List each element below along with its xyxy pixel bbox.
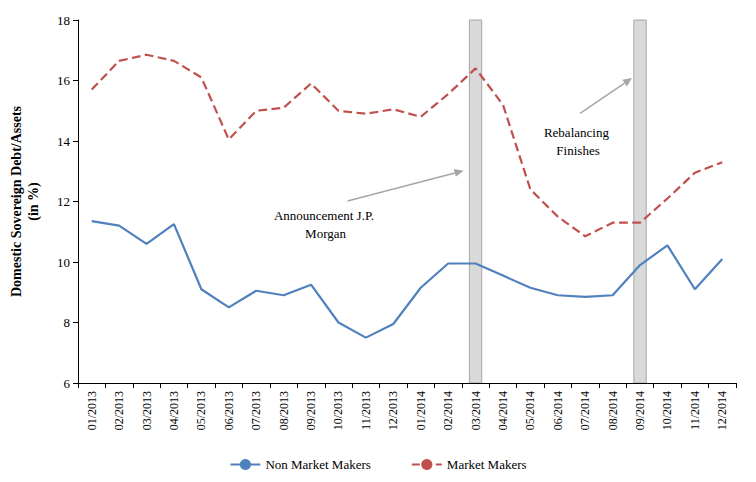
svg-text:03/2014: 03/2014 <box>469 391 483 430</box>
svg-text:8: 8 <box>64 315 71 330</box>
svg-text:Non Market Makers: Non Market Makers <box>265 457 370 472</box>
svg-text:Finishes: Finishes <box>556 143 599 158</box>
svg-text:11/2013: 11/2013 <box>359 391 373 430</box>
svg-text:04/2013: 04/2013 <box>167 391 181 430</box>
svg-text:12: 12 <box>57 194 70 209</box>
svg-text:04/2014: 04/2014 <box>496 391 510 430</box>
svg-text:10/2013: 10/2013 <box>331 391 345 430</box>
svg-text:01/2013: 01/2013 <box>85 391 99 430</box>
svg-text:02/2014: 02/2014 <box>441 391 455 430</box>
svg-text:Morgan: Morgan <box>305 226 346 241</box>
svg-text:10: 10 <box>57 255 70 270</box>
svg-text:03/2013: 03/2013 <box>140 391 154 430</box>
svg-text:14: 14 <box>57 134 71 149</box>
svg-text:02/2013: 02/2013 <box>112 391 126 430</box>
svg-text:07/2014: 07/2014 <box>578 391 592 430</box>
svg-text:Market Makers: Market Makers <box>447 457 527 472</box>
svg-text:05/2014: 05/2014 <box>523 391 537 430</box>
svg-text:07/2013: 07/2013 <box>249 391 263 430</box>
svg-text:6: 6 <box>64 376 71 391</box>
svg-text:12/2014: 12/2014 <box>715 391 729 430</box>
svg-text:06/2013: 06/2013 <box>222 391 236 430</box>
svg-text:09/2014: 09/2014 <box>633 391 647 430</box>
svg-text:18: 18 <box>57 13 70 28</box>
svg-text:12/2013: 12/2013 <box>386 391 400 430</box>
svg-text:(in %): (in %) <box>26 182 42 221</box>
svg-text:08/2013: 08/2013 <box>277 391 291 430</box>
svg-text:Announcement J.P.: Announcement J.P. <box>274 208 377 223</box>
svg-text:11/2014: 11/2014 <box>688 391 702 430</box>
svg-text:09/2013: 09/2013 <box>304 391 318 430</box>
svg-text:Domestic Sovereign Debt/Assets: Domestic Sovereign Debt/Assets <box>9 105 24 297</box>
svg-text:06/2014: 06/2014 <box>551 391 565 430</box>
svg-text:05/2013: 05/2013 <box>194 391 208 430</box>
svg-text:10/2014: 10/2014 <box>660 391 674 430</box>
svg-text:Rebalancing: Rebalancing <box>544 125 612 140</box>
svg-text:08/2014: 08/2014 <box>606 391 620 430</box>
svg-text:01/2014: 01/2014 <box>414 391 428 430</box>
svg-text:16: 16 <box>57 73 71 88</box>
